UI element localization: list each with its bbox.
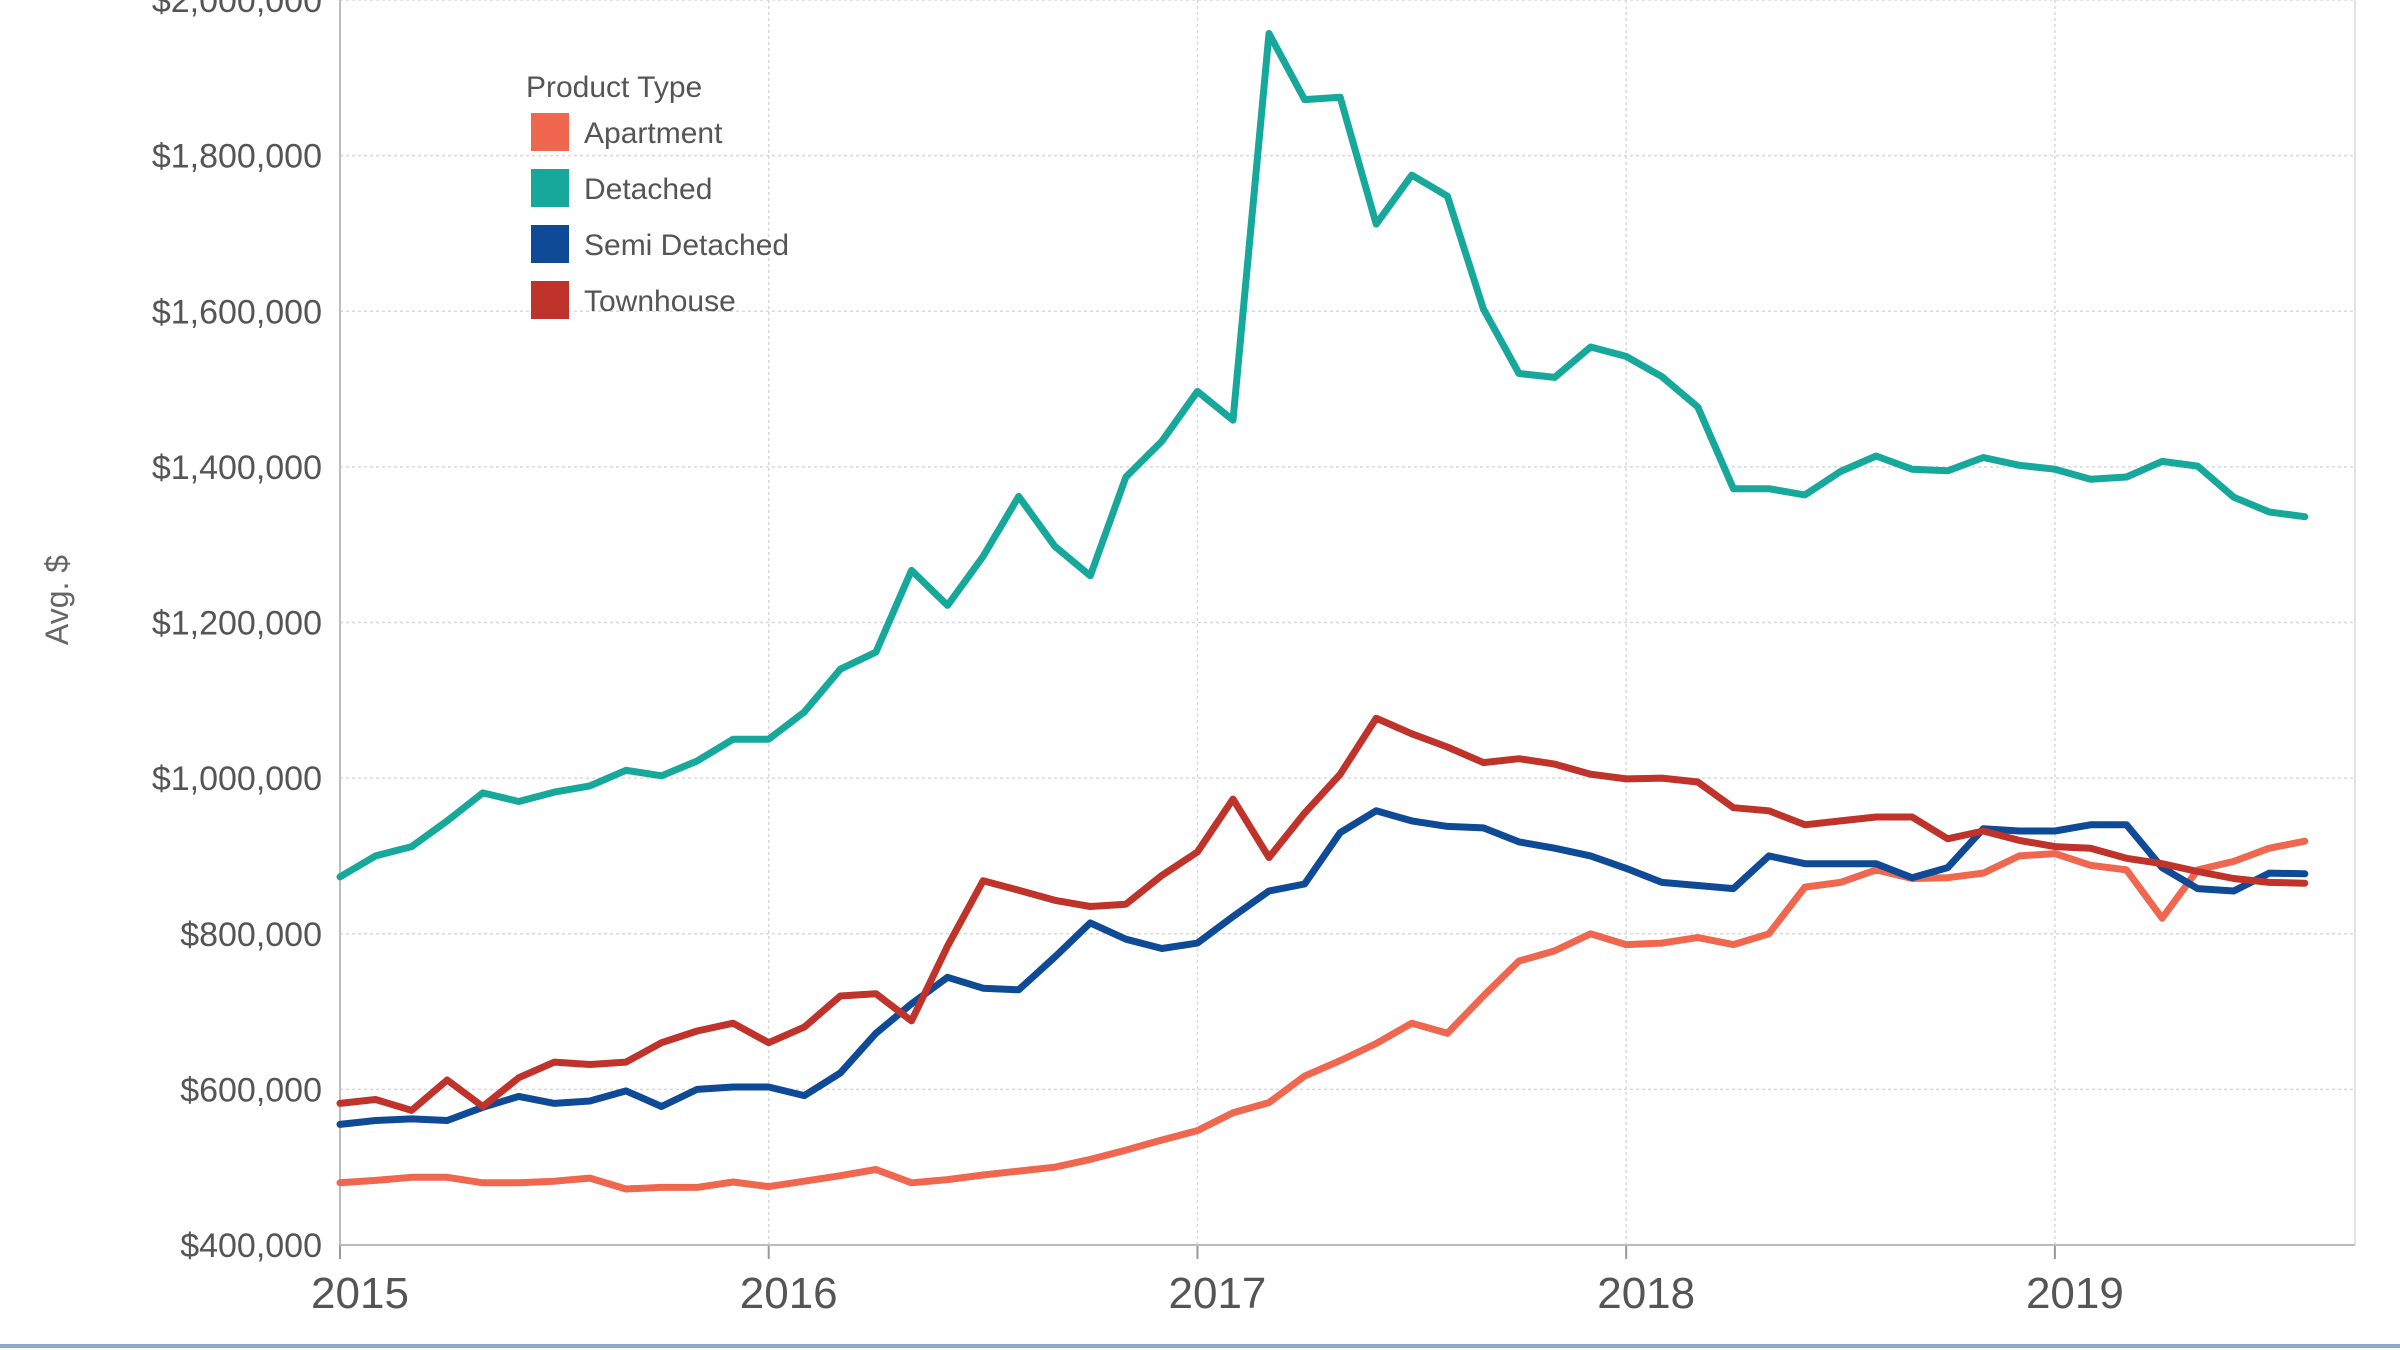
y-axis-title: Avg. $ (39, 555, 75, 645)
legend-swatch-detached (531, 169, 569, 207)
legend: Product Type Apartment Detached Semi Detach… (526, 71, 789, 319)
legend-label-detached: Detached (584, 173, 712, 206)
y-tick-label: $400,000 (180, 1227, 322, 1265)
series-points-detached (340, 33, 2305, 877)
y-tick-label: $600,000 (180, 1071, 322, 1109)
y-tick-label: $1,400,000 (152, 449, 322, 487)
x-tick-label: 2016 (740, 1269, 838, 1318)
legend-label-apartment: Apartment (584, 117, 723, 150)
legend-swatch-apartment (531, 113, 569, 151)
legend-label-semi-detached: Semi Detached (584, 229, 789, 262)
legend-swatch-semi-detached (531, 225, 569, 263)
x-tick-label: 2019 (2026, 1269, 2124, 1318)
series-points-townhouse (340, 718, 2305, 1110)
series-lines (336, 30, 2309, 1193)
y-tick-label: $1,800,000 (152, 138, 322, 176)
y-tick-label: $1,600,000 (152, 293, 322, 331)
y-tick-label: $800,000 (180, 916, 322, 954)
y-tick-label: $1,200,000 (152, 605, 322, 643)
x-tick-label: 2018 (1597, 1269, 1695, 1318)
x-tick-label: 2015 (311, 1269, 409, 1318)
x-tick-label: 2017 (1169, 1269, 1267, 1318)
legend-swatch-townhouse (531, 281, 569, 319)
series-line-townhouse (336, 714, 2309, 1114)
y-tick-label: $2,000,000 (152, 0, 322, 20)
series-line-detached (336, 30, 2309, 881)
series-points-apartment (340, 841, 2305, 1189)
legend-label-townhouse: Townhouse (584, 285, 736, 318)
y-tick-label: $1,000,000 (152, 760, 322, 798)
series-line-apartment (336, 837, 2309, 1193)
legend-title: Product Type (526, 71, 702, 104)
